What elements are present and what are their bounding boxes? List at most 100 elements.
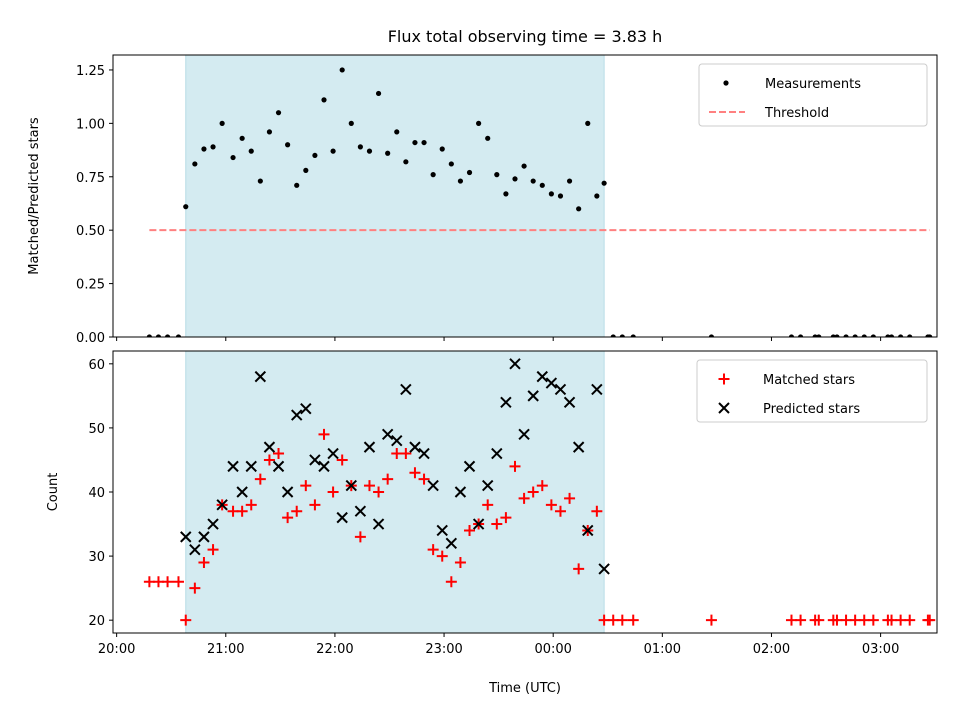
predicted-stars-point [572, 441, 585, 453]
predicted-stars-point [207, 518, 219, 530]
measurement-point [403, 159, 409, 165]
predicted-stars-point [300, 402, 312, 415]
count-observing-window [185, 350, 605, 634]
measurement-point [357, 144, 363, 150]
matched-stars-point [363, 480, 375, 492]
measurement-point [210, 144, 216, 150]
matched-stars-point [400, 448, 412, 460]
measurement-point [610, 334, 616, 337]
measurement-point [843, 334, 849, 337]
measurement-point [385, 150, 391, 156]
ratio-y-tick-label: 0.50 [76, 224, 105, 239]
measurement-point [708, 334, 715, 337]
x-tick-label: 01:00 [644, 642, 681, 657]
matched-stars-point [427, 544, 439, 556]
matched-stars-point [382, 473, 394, 485]
matched-stars-point [409, 467, 421, 479]
measurement-point [321, 97, 327, 103]
measurement-point [164, 334, 171, 337]
matched-stars-point [867, 614, 879, 626]
matched-stars-point [318, 428, 330, 440]
measurement-point [630, 334, 636, 337]
predicted-stars-point [180, 531, 192, 543]
matched-stars-point [172, 576, 184, 588]
measurement-point [888, 334, 895, 337]
measurement-point [430, 172, 436, 178]
predicted-stars-point [536, 370, 548, 383]
matched-stars-point [236, 505, 248, 517]
measurement-point [192, 161, 198, 167]
matched-stars-point [162, 576, 174, 588]
measurement-point [585, 120, 591, 126]
matched-stars-point [454, 557, 466, 568]
matched-stars-point [482, 499, 494, 511]
matched-stars-point [300, 480, 312, 492]
matched-stars-point [491, 518, 503, 530]
predicted-stars-point [189, 543, 201, 556]
ratio-observing-window [185, 54, 605, 338]
matched-stars-point [464, 524, 476, 536]
legend-label: Matched stars [763, 373, 855, 388]
predicted-stars-point [372, 518, 385, 530]
ratio-y-tick-label: 1.00 [76, 117, 105, 132]
predicted-stars-point [491, 447, 503, 460]
predicted-stars-point [545, 377, 558, 389]
predicted-stars-point [500, 396, 512, 408]
count-y-tick-label: 20 [88, 614, 105, 629]
matched-stars-point [545, 499, 557, 511]
chart-title: Flux total observing time = 3.83 h [388, 27, 663, 46]
matched-stars-point [282, 512, 294, 524]
matched-stars-point [536, 480, 548, 492]
measurement-point [348, 120, 354, 126]
ratio-y-tick-label: 0.00 [76, 331, 105, 346]
measurement-point [285, 142, 291, 148]
count-y-tick-label: 50 [88, 422, 105, 437]
predicted-stars-point [554, 383, 567, 396]
predicted-stars-point [591, 383, 603, 396]
measurement-point [797, 334, 804, 337]
measurement-point [576, 206, 582, 212]
matched-stars-series [143, 428, 936, 626]
predicted-stars-point [291, 409, 303, 421]
predicted-stars-point [281, 486, 294, 498]
matched-stars-point [180, 614, 192, 626]
measurement-point [512, 176, 518, 182]
measurement-point [503, 191, 509, 197]
measurement-point [861, 334, 867, 337]
matched-stars-point [263, 454, 275, 466]
predicted-stars-point [518, 428, 530, 441]
measurement-point [530, 178, 536, 184]
measurement-point [870, 334, 876, 337]
measurement-point [375, 90, 382, 97]
predicted-stars-point [216, 499, 228, 511]
predicted-stars-point [472, 518, 485, 530]
x-tick-label: 03:00 [862, 642, 899, 657]
matched-stars-point [527, 486, 539, 498]
measurement-point [457, 178, 464, 184]
legend-marker [718, 373, 730, 385]
matched-stars-point [795, 614, 807, 626]
predicted-stars-point [436, 524, 448, 537]
predicted-stars-point [527, 390, 539, 402]
measurement-point [816, 334, 822, 337]
predicted-stars-point [336, 511, 348, 524]
measurement-point [366, 148, 373, 154]
ratio-y-axis-label: Matched/Predicted stars [27, 117, 42, 275]
matched-stars-point [336, 454, 348, 466]
measurement-point [175, 334, 182, 337]
measurement-point [266, 129, 273, 135]
matched-stars-point [309, 499, 321, 511]
predicted-stars-point [509, 358, 521, 370]
measurement-point [788, 334, 795, 337]
ratio-panel: 0.00 0.25 0.50 0.75 1.00 1.25 Measurements Thre… [76, 54, 938, 346]
predicted-stars-point [254, 370, 267, 383]
predicted-stars-point [391, 435, 403, 447]
matched-stars-point [554, 505, 566, 517]
predicted-stars-point [582, 524, 594, 537]
count-y-axis-label: Count [46, 473, 61, 512]
ratio-legend: Measurements Threshold [698, 63, 928, 127]
predicted-stars-point [482, 479, 494, 492]
matched-stars-point [573, 563, 585, 575]
predicted-stars-point [454, 486, 467, 498]
measurement-point [852, 334, 858, 337]
